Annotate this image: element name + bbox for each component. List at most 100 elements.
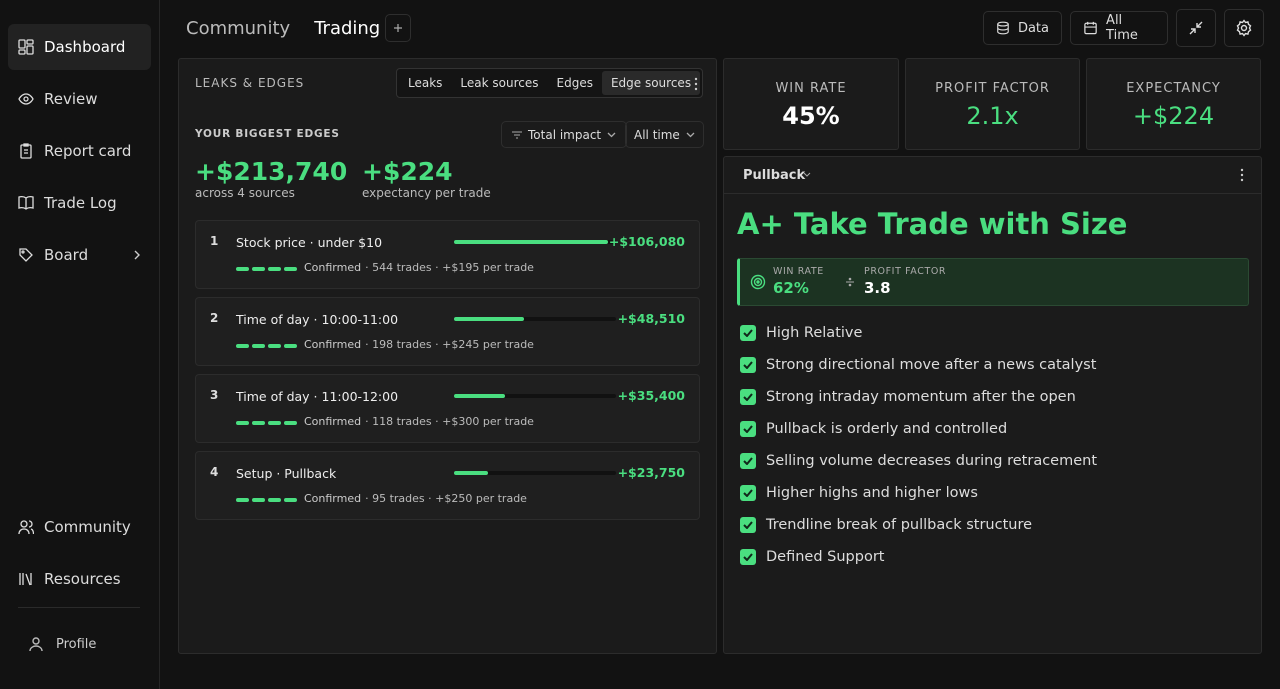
checklist-item: Selling volume decreases during retracem… — [740, 445, 1097, 477]
nav-item[interactable]: Review — [8, 76, 151, 122]
tab[interactable]: Community — [186, 18, 291, 39]
stat-label: WIN RATE — [775, 81, 847, 96]
checkbox[interactable] — [740, 549, 756, 565]
dropdown-label: All time — [634, 127, 680, 142]
edge-status: Confirmed — [304, 492, 362, 505]
segment[interactable]: Edges — [556, 76, 593, 90]
checklist-label: Strong intraday momentum after the open — [766, 389, 1076, 405]
checklist-label: Trendline break of pullback structure — [766, 517, 1033, 533]
edge-card[interactable]: 4 Setup · Pullback +$23,750 Confirmed · 95 t… — [195, 451, 700, 520]
metric-value: 3.8 — [864, 279, 891, 297]
stat-value: 45% — [782, 102, 840, 130]
checkbox[interactable] — [740, 485, 756, 501]
checklist-label: Selling volume decreases during retracem… — [766, 453, 1098, 469]
summary-caption: across 4 sources — [195, 186, 295, 200]
nav-item[interactable]: Dashboard — [8, 24, 151, 70]
tab[interactable]: Trading — [314, 18, 381, 39]
confidence-dash — [252, 344, 265, 348]
impact-bar — [454, 240, 608, 244]
confidence — [236, 338, 300, 351]
nav-item[interactable]: Board — [8, 232, 151, 278]
checkbox[interactable] — [740, 453, 756, 469]
setup-header: Pullback — [724, 157, 1261, 194]
profile[interactable]: Profile — [28, 636, 96, 652]
edge-rank: 4 — [210, 465, 219, 479]
setup-headline: A+ Take Trade with Size — [737, 207, 1128, 241]
profile-label: Profile — [56, 636, 97, 652]
summary-caption: expectancy per trade — [362, 186, 491, 200]
nav-item[interactable]: Report card — [8, 128, 151, 174]
data-button[interactable]: Data — [983, 11, 1062, 45]
edge-label: Time of day · 11:00-12:00 — [236, 389, 399, 404]
checklist-item: Higher highs and higher lows — [740, 477, 1097, 509]
checkbox[interactable] — [740, 325, 756, 341]
nav-label: Community — [44, 518, 131, 536]
period-button[interactable]: All Time — [1070, 11, 1168, 45]
checklist: High Relative Strong directional move aft… — [740, 317, 1097, 573]
edge-detail: · 198 trades · +$245 per trade — [365, 338, 534, 351]
edge-detail: · 118 trades · +$300 per trade — [365, 415, 534, 428]
sort-dropdown[interactable]: Total impact — [501, 121, 628, 148]
impact-track — [454, 471, 616, 475]
stat-card: WIN RATE 45% — [723, 58, 899, 150]
checklist-label: Strong directional move after a news cat… — [766, 357, 1097, 373]
confidence-dash — [252, 421, 265, 425]
checkbox[interactable] — [740, 357, 756, 373]
confidence — [236, 261, 300, 274]
confidence — [236, 415, 300, 428]
confidence-dash — [252, 267, 265, 271]
confidence-dash — [236, 344, 249, 348]
nav-label: Resources — [44, 570, 121, 588]
edge-list: 1 Stock price · under $10 +$106,080 Confirm… — [195, 220, 700, 528]
section-title: YOUR BIGGEST EDGES — [195, 128, 340, 140]
confidence-dash — [268, 344, 281, 348]
edge-rank: 3 — [210, 388, 219, 402]
edge-rank: 2 — [210, 311, 219, 325]
setup-name[interactable]: Pullback — [743, 168, 806, 183]
period-dropdown[interactable]: All time — [625, 121, 704, 148]
segment[interactable]: Leak sources — [460, 76, 539, 90]
edge-label: Stock price · under $10 — [236, 235, 383, 250]
checklist-item: Defined Support — [740, 541, 1097, 573]
nav-item[interactable]: Resources — [8, 556, 151, 602]
edge-card[interactable]: 2 Time of day · 10:00-11:00 +$48,510 Confir… — [195, 297, 700, 366]
panel-title: LEAKS & EDGES — [195, 76, 305, 90]
summary: +$224 expectancy per trade — [362, 157, 491, 200]
impact-value: +$106,080 — [608, 234, 685, 249]
divider — [18, 607, 140, 608]
checkbox[interactable] — [740, 389, 756, 405]
collapse-button[interactable] — [1176, 9, 1216, 47]
confidence-dash — [252, 498, 265, 502]
confidence-dash — [268, 498, 281, 502]
confidence-dash — [268, 421, 281, 425]
metric-value: 62% — [773, 279, 809, 297]
edge-card[interactable]: 1 Stock price · under $10 +$106,080 Confirm… — [195, 220, 700, 289]
checkbox[interactable] — [740, 421, 756, 437]
button-label: All Time — [1106, 13, 1138, 43]
confidence-dash — [284, 267, 297, 271]
impact-bar — [454, 317, 525, 321]
setup-metrics: WIN RATE 62% PROFIT FACTOR 3.8 — [737, 258, 1249, 306]
checkbox[interactable] — [740, 517, 756, 533]
summary-value: +$213,740 — [195, 157, 348, 186]
edge-card[interactable]: 3 Time of day · 11:00-12:00 +$35,400 Confir… — [195, 374, 700, 443]
segment[interactable]: Leaks — [408, 76, 443, 90]
segment[interactable]: Edge sources — [601, 71, 701, 95]
checklist-item: High Relative — [740, 317, 1097, 349]
confidence-dash — [284, 344, 297, 348]
confidence-dash — [236, 498, 249, 502]
nav-item[interactable]: Community — [8, 504, 151, 550]
settings-button[interactable] — [1224, 9, 1264, 47]
confidence-dash — [236, 421, 249, 425]
more-menu[interactable] — [1239, 168, 1245, 182]
edge-label: Time of day · 10:00-11:00 — [236, 312, 399, 327]
more-menu[interactable] — [693, 77, 699, 91]
nav-item[interactable]: Trade Log — [8, 180, 151, 226]
stat-label: PROFIT FACTOR — [935, 81, 1050, 96]
nav-label: Dashboard — [44, 38, 126, 56]
add-tab-button[interactable] — [385, 14, 411, 42]
segmented-control: Leaks Leak sources Edges Edge sources — [396, 68, 704, 98]
setup-panel: Pullback A+ Take Trade with Size WIN RAT… — [723, 156, 1262, 654]
summary: +$213,740 across 4 sources — [195, 157, 347, 200]
